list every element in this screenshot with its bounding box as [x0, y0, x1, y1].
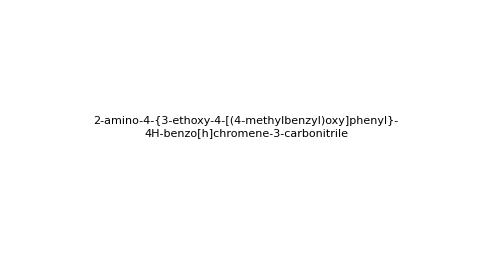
Text: 2-amino-4-{3-ethoxy-4-[(4-methylbenzyl)oxy]phenyl}-
4H-benzo[h]chromene-3-carbon: 2-amino-4-{3-ethoxy-4-[(4-methylbenzyl)o…: [93, 116, 399, 138]
